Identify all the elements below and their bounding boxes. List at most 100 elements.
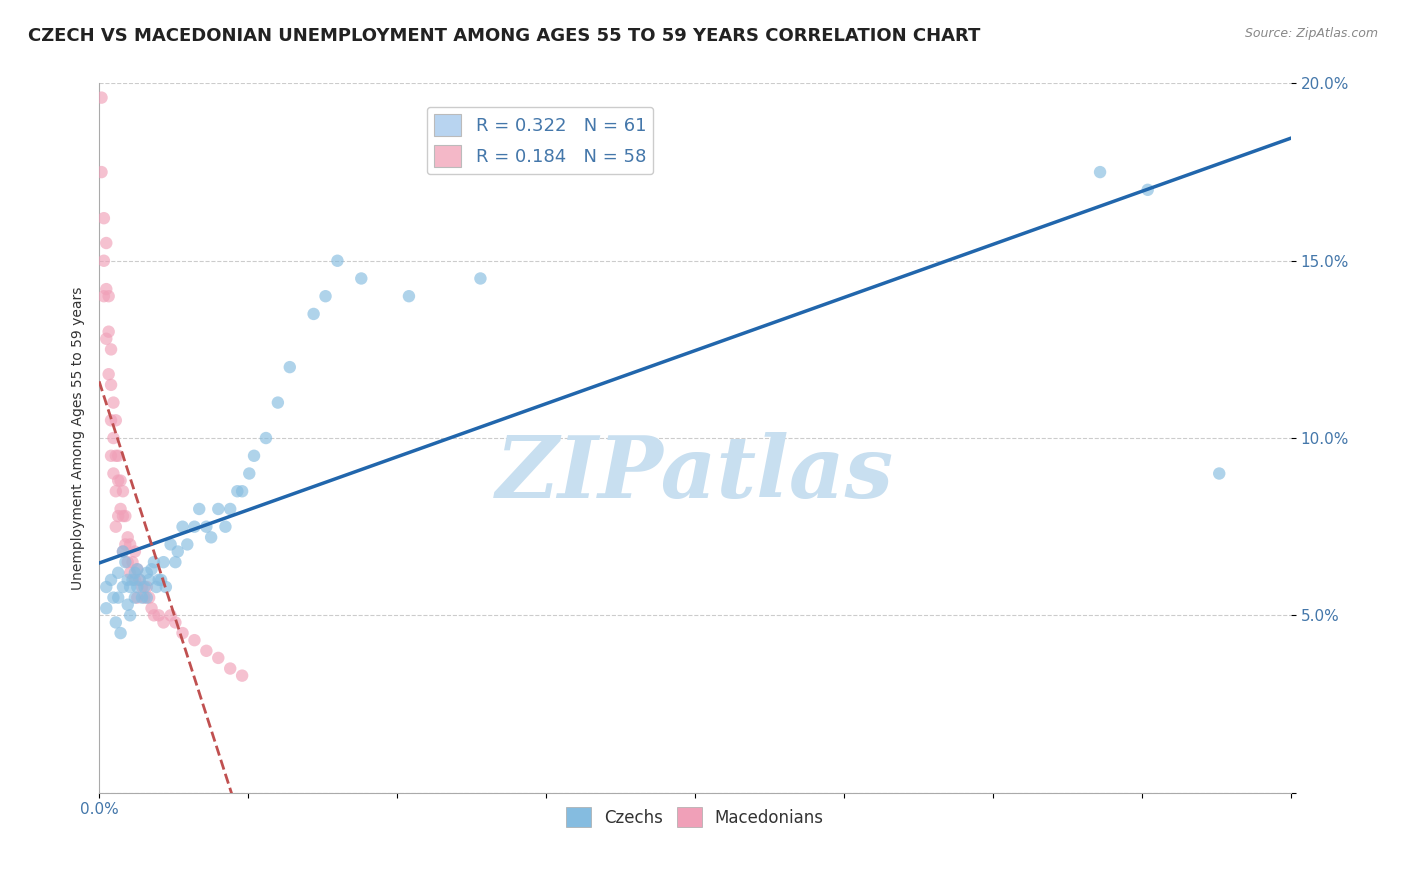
Point (138, 573, 160, 587)
Point (214, 519, 236, 533)
Point (90, 165, 112, 179)
Point (278, 360, 301, 375)
Point (127, 562, 149, 576)
Point (183, 633, 205, 648)
Point (103, 591, 125, 605)
Point (128, 573, 150, 587)
Point (100, 377, 122, 392)
Point (120, 537, 142, 551)
Point (176, 537, 198, 551)
Point (141, 562, 163, 576)
Point (110, 626, 132, 640)
Point (138, 591, 160, 605)
Legend: Czechs, Macedonians: Czechs, Macedonians (560, 800, 831, 834)
Text: Source: ZipAtlas.com: Source: ZipAtlas.com (1244, 27, 1378, 40)
Point (121, 573, 143, 587)
Point (148, 573, 170, 587)
Point (110, 502, 132, 516)
Point (207, 651, 229, 665)
Point (195, 644, 218, 658)
Point (120, 566, 142, 580)
Point (1088, 165, 1111, 179)
Point (120, 580, 142, 594)
Point (145, 580, 167, 594)
Point (96, 332, 118, 346)
Point (100, 449, 122, 463)
Point (111, 544, 134, 558)
Point (114, 555, 136, 569)
Point (165, 615, 187, 630)
Point (121, 555, 143, 569)
Point (114, 509, 136, 524)
Point (111, 544, 134, 558)
Point (107, 474, 129, 488)
Point (96, 601, 118, 615)
Point (104, 413, 127, 427)
Point (172, 626, 194, 640)
Point (93, 253, 115, 268)
Point (188, 502, 211, 516)
Point (124, 566, 146, 580)
Point (135, 566, 157, 580)
Point (107, 566, 129, 580)
Point (97, 289, 120, 303)
Point (97, 325, 120, 339)
Point (131, 580, 153, 594)
Point (166, 544, 188, 558)
Point (104, 615, 127, 630)
Point (142, 555, 165, 569)
Point (302, 307, 325, 321)
Point (152, 615, 174, 630)
Point (150, 573, 173, 587)
Point (103, 431, 125, 445)
Point (238, 467, 260, 481)
Point (117, 555, 139, 569)
Point (350, 271, 373, 285)
Point (159, 537, 181, 551)
Point (104, 484, 127, 499)
Point (111, 484, 134, 499)
Point (148, 608, 170, 623)
Point (124, 591, 146, 605)
Point (152, 555, 174, 569)
Point (90, 90, 112, 104)
Point (117, 573, 139, 587)
Point (127, 580, 149, 594)
Point (226, 484, 249, 499)
Point (103, 467, 125, 481)
Point (128, 573, 150, 587)
Point (96, 235, 118, 250)
Point (111, 580, 134, 594)
Point (100, 413, 122, 427)
Point (104, 519, 127, 533)
Point (231, 484, 253, 499)
Point (93, 211, 115, 226)
Point (127, 591, 149, 605)
Point (97, 368, 120, 382)
Point (155, 580, 177, 594)
Point (114, 537, 136, 551)
Point (141, 601, 163, 615)
Point (117, 598, 139, 612)
Point (96, 282, 118, 296)
Point (142, 608, 165, 623)
Text: ZIPatlas: ZIPatlas (496, 432, 894, 516)
Point (183, 519, 205, 533)
Point (172, 519, 194, 533)
Point (96, 580, 118, 594)
Point (117, 530, 139, 544)
Point (200, 530, 222, 544)
Point (124, 544, 146, 558)
Point (134, 580, 156, 594)
Point (103, 395, 125, 409)
Point (107, 509, 129, 524)
Point (124, 573, 146, 587)
Point (267, 395, 290, 409)
Point (107, 591, 129, 605)
Point (219, 661, 242, 675)
Point (231, 668, 253, 682)
Y-axis label: Unemployment Among Ages 55 to 59 years: Unemployment Among Ages 55 to 59 years (72, 286, 86, 590)
Point (135, 591, 157, 605)
Point (93, 289, 115, 303)
Point (1136, 183, 1159, 197)
